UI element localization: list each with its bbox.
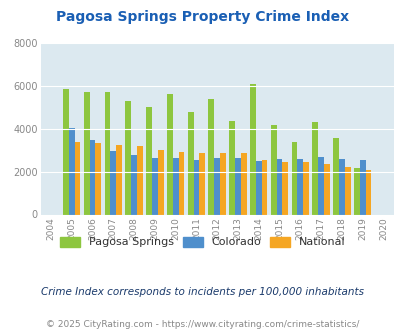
Bar xyxy=(125,101,131,214)
Bar xyxy=(364,170,371,214)
Bar xyxy=(110,150,116,214)
Bar xyxy=(193,160,199,214)
Bar xyxy=(116,146,122,214)
Bar xyxy=(249,83,255,214)
Legend: Pagosa Springs, Colorado, National: Pagosa Springs, Colorado, National xyxy=(60,237,345,247)
Bar xyxy=(276,159,282,214)
Bar xyxy=(229,121,234,214)
Bar xyxy=(95,143,101,214)
Text: © 2025 CityRating.com - https://www.cityrating.com/crime-statistics/: © 2025 CityRating.com - https://www.city… xyxy=(46,320,359,329)
Bar xyxy=(187,112,193,214)
Text: Pagosa Springs Property Crime Index: Pagosa Springs Property Crime Index xyxy=(56,10,349,24)
Bar xyxy=(234,158,240,214)
Bar xyxy=(172,158,178,215)
Bar xyxy=(291,142,297,214)
Bar xyxy=(344,167,350,214)
Bar xyxy=(338,159,344,214)
Bar xyxy=(75,142,80,214)
Bar xyxy=(158,150,163,214)
Bar xyxy=(63,89,69,214)
Bar xyxy=(146,107,151,214)
Bar xyxy=(297,159,303,214)
Bar xyxy=(303,162,308,214)
Bar xyxy=(255,161,261,214)
Bar xyxy=(270,125,276,214)
Bar xyxy=(199,153,205,215)
Text: Crime Index corresponds to incidents per 100,000 inhabitants: Crime Index corresponds to incidents per… xyxy=(41,287,364,297)
Bar xyxy=(90,141,95,214)
Bar xyxy=(261,160,267,214)
Bar xyxy=(323,164,329,214)
Bar xyxy=(220,153,225,215)
Bar xyxy=(353,168,359,214)
Bar xyxy=(131,155,136,214)
Bar xyxy=(311,122,318,214)
Bar xyxy=(359,160,364,214)
Bar xyxy=(282,162,288,214)
Bar xyxy=(136,146,143,214)
Bar xyxy=(151,158,158,215)
Bar xyxy=(333,138,338,214)
Bar xyxy=(240,153,246,214)
Bar xyxy=(208,99,214,214)
Bar xyxy=(166,94,172,214)
Bar xyxy=(318,157,323,214)
Bar xyxy=(178,152,184,214)
Bar xyxy=(83,92,90,214)
Bar xyxy=(104,92,110,214)
Bar xyxy=(214,158,220,215)
Bar xyxy=(69,128,75,214)
